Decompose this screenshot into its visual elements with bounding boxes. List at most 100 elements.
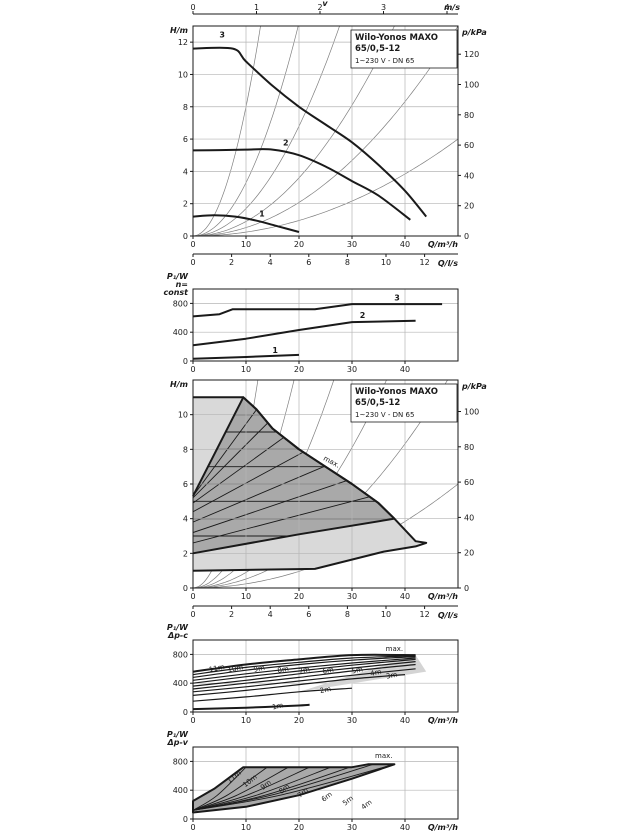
y-tick-label: 4 <box>183 515 188 524</box>
velocity-tick-label: 3 <box>381 3 386 12</box>
velocity-tick-label: 1 <box>254 3 259 12</box>
x-axis-label: Q/m³/h <box>428 592 458 601</box>
x-tick-label: 0 <box>190 823 195 832</box>
x-tick-label: 10 <box>241 823 251 832</box>
q-ls-tick-label: 2 <box>229 610 234 619</box>
x-tick-label: 40 <box>400 240 410 249</box>
system-curve <box>193 26 340 236</box>
info-box <box>350 29 458 69</box>
x-tick-label: 20 <box>294 823 304 832</box>
dp-c-curve-1m <box>192 703 310 711</box>
x-axis-label: Q/m³/h <box>428 240 458 249</box>
dp-c-curve-label: 3m <box>385 671 398 681</box>
x-tick-label: 0 <box>190 240 195 249</box>
q-ls-tick-label: 8 <box>345 610 350 619</box>
dp-v-curve-label: 6m <box>320 790 334 803</box>
y-axis-label-line: P₁/W <box>167 623 189 632</box>
dp-c-curve-label: 8m <box>277 665 290 675</box>
y-tick-label: 400 <box>173 679 188 688</box>
x-tick-label: 10 <box>241 365 251 374</box>
power-curve-label-3: 3 <box>394 294 400 303</box>
x-tick-label: 0 <box>190 365 195 374</box>
dp-c-curve-label: 7m <box>298 665 311 675</box>
y-axis-label: H/m <box>170 26 188 35</box>
y-axis-label-line: Δp-v <box>167 738 189 747</box>
y-tick-label: 8 <box>183 445 188 454</box>
dp-v-curve-label: 4m <box>360 798 374 811</box>
y-axis-label-line: Δp-c <box>167 631 188 640</box>
dp-v-line <box>193 476 358 533</box>
kpa-tick-label: 80 <box>464 111 474 120</box>
dp-c-curve-label: 5m <box>351 665 364 675</box>
info-title-line2: 65/0,5-12 <box>355 398 400 408</box>
dp-c-curve-8m <box>192 657 416 681</box>
dp-c-curve-label: 10m <box>227 663 244 674</box>
x-tick-label: 10 <box>241 592 251 601</box>
pump-curve-3 <box>192 46 427 218</box>
q-ls-tick-label: 4 <box>268 258 273 267</box>
system-curve <box>193 26 395 236</box>
kpa-tick-label: 120 <box>464 50 479 59</box>
x-tick-label: 10 <box>241 240 251 249</box>
x-tick-label: 30 <box>347 716 357 725</box>
y-axis-label: H/m <box>170 380 188 389</box>
x-tick-label: 30 <box>347 240 357 249</box>
y-tick-label: 0 <box>183 708 188 717</box>
q-ls-tick-label: 12 <box>420 258 430 267</box>
kpa-tick-label: 40 <box>464 513 474 522</box>
x-tick-label: 30 <box>347 592 357 601</box>
x-tick-label: 40 <box>400 365 410 374</box>
kpa-tick-label: 80 <box>464 443 474 452</box>
dp-c-curve-11m <box>192 653 416 673</box>
kpa-tick-label: 20 <box>464 202 474 211</box>
y-tick-label: 8 <box>183 103 188 112</box>
plot-frame <box>192 288 459 362</box>
info-subtitle: 1~230 V - DN 65 <box>355 411 414 419</box>
dp-c-curve-7m <box>192 658 416 684</box>
y-tick-label: 400 <box>173 328 188 337</box>
q-ls-tick-label: 10 <box>381 610 391 619</box>
dp-v-curve <box>193 766 289 811</box>
power-curve-1 <box>192 353 300 360</box>
kpa-tick-label: 20 <box>464 549 474 558</box>
q-ls-tick-label: 6 <box>306 258 311 267</box>
x-tick-label: 40 <box>400 823 410 832</box>
y-axis-label-line: n= <box>176 280 188 289</box>
x-tick-label: 30 <box>347 823 357 832</box>
curve-label-2: 2 <box>283 139 289 148</box>
y-axis-label-line: P₁/W <box>167 272 189 281</box>
kpa-axis-label: p/kPa <box>461 28 487 37</box>
x-tick-label: 0 <box>190 716 195 725</box>
info-subtitle: 1~230 V - DN 65 <box>355 57 414 65</box>
q-ls-tick-label: 6 <box>306 610 311 619</box>
dp-c-curve-3m <box>192 674 406 696</box>
q-ls-tick-label: 0 <box>190 610 195 619</box>
plot-frame <box>192 639 459 713</box>
info-title-line2: 65/0,5-12 <box>355 44 400 54</box>
plot-frame <box>192 379 459 589</box>
info-box <box>350 383 458 423</box>
curve-label-3: 3 <box>219 30 225 39</box>
y-tick-label: 800 <box>173 650 188 659</box>
y-tick-label: 6 <box>183 135 188 144</box>
max-annotation: max. <box>386 645 403 653</box>
kpa-tick-label: 100 <box>464 408 479 417</box>
info-title-line1: Wilo-Yonos MAXO <box>355 387 438 397</box>
x-tick-label: 0 <box>190 592 195 601</box>
dp-c-curve-6m <box>192 661 416 687</box>
dp-v-curve <box>193 766 268 811</box>
x-tick-label: 20 <box>294 365 304 374</box>
y-tick-label: 0 <box>183 584 188 593</box>
kpa-axis-label: p/kPa <box>461 382 487 391</box>
q-ls-tick-label: 4 <box>268 610 273 619</box>
x-tick-label: 20 <box>294 240 304 249</box>
q-ls-tick-label: 10 <box>381 258 391 267</box>
dp-c-curve-9m <box>192 656 416 678</box>
velocity-tick-label: 2 <box>317 3 322 12</box>
y-axis-label-line: P₁/W <box>167 730 189 739</box>
kpa-tick-label: 100 <box>464 81 479 90</box>
system-curve <box>193 26 458 236</box>
